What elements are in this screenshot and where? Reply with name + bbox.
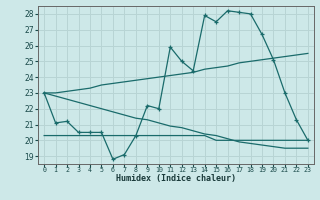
X-axis label: Humidex (Indice chaleur): Humidex (Indice chaleur) [116, 174, 236, 183]
